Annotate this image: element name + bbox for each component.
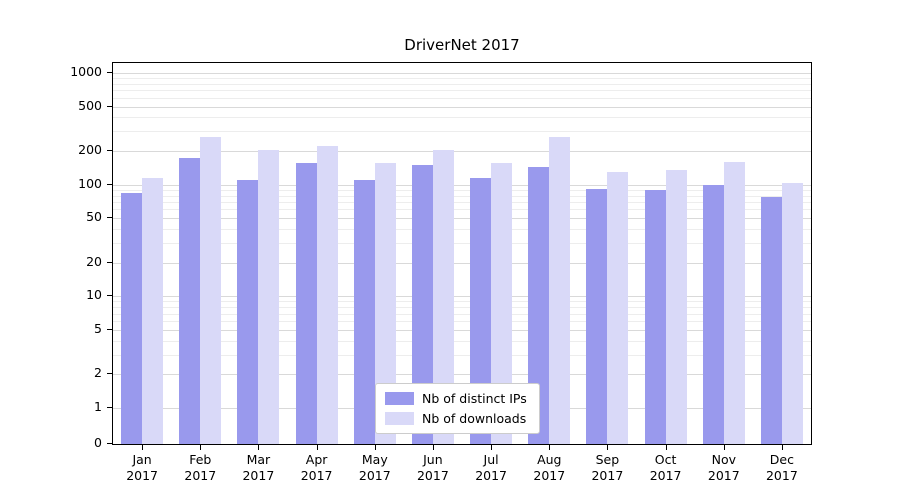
grid-line-major: [113, 106, 811, 108]
x-axis-tick-label: Apr 2017: [300, 452, 333, 484]
bar-downloads: [549, 136, 571, 444]
legend: Nb of distinct IPs Nb of downloads: [375, 383, 540, 434]
legend-item: Nb of distinct IPs: [385, 391, 527, 406]
y-axis-tick-mark: [107, 72, 112, 73]
x-axis-tick-mark: [549, 445, 551, 450]
x-axis-tick-mark: [723, 445, 725, 450]
x-axis-tick-label: Dec 2017: [765, 452, 798, 484]
bar-downloads: [607, 171, 629, 444]
bar-distinct-ips: [702, 184, 724, 444]
grid-line-minor: [113, 131, 811, 133]
bar-downloads: [258, 149, 280, 444]
grid-line-minor: [113, 117, 811, 119]
x-axis-tick-mark: [258, 445, 260, 450]
grid-line-minor: [113, 78, 811, 80]
x-axis-tick-mark: [374, 445, 376, 450]
y-axis-tick-label: 10: [86, 287, 102, 303]
y-axis-tick-mark: [107, 328, 112, 330]
x-axis-tick-mark: [607, 445, 609, 450]
x-axis-tick-label: May 2017: [358, 452, 391, 484]
x-axis-tick-mark: [491, 445, 493, 450]
grid-line-minor: [113, 90, 811, 92]
bar-distinct-ips: [353, 180, 375, 444]
grid-line-major: [113, 73, 811, 74]
y-axis-tick-label: 0: [94, 435, 102, 450]
x-axis-tick-label: Sep 2017: [591, 452, 624, 484]
y-axis-tick-mark: [107, 295, 112, 297]
bar-distinct-ips: [470, 177, 492, 444]
y-axis-tick-mark: [107, 150, 112, 152]
y-axis-tick-mark: [107, 261, 112, 263]
chart-title: DriverNet 2017: [404, 36, 520, 54]
x-axis-tick-label: Jul 2017: [475, 452, 507, 484]
bar-downloads: [374, 163, 396, 444]
bar-downloads: [723, 161, 745, 444]
y-axis-tick-mark: [107, 373, 112, 375]
bar-downloads: [316, 146, 338, 444]
x-axis-tick-mark: [316, 445, 318, 450]
x-axis-tick-label: Jan 2017: [126, 452, 158, 484]
bar-distinct-ips: [295, 163, 317, 444]
bar-downloads: [781, 183, 803, 444]
legend-swatch: [385, 412, 414, 425]
bar-downloads: [200, 137, 222, 444]
x-axis-tick-mark: [432, 445, 434, 450]
bar-distinct-ips: [760, 196, 782, 444]
legend-label: Nb of downloads: [422, 411, 527, 426]
bar-distinct-ips: [644, 189, 666, 444]
y-axis-tick-mark: [107, 443, 112, 444]
bar-distinct-ips: [528, 166, 550, 444]
bar-distinct-ips: [411, 165, 433, 444]
x-axis-tick-label: Mar 2017: [242, 452, 275, 484]
bar-distinct-ips: [121, 192, 143, 444]
legend-item: Nb of downloads: [385, 411, 527, 426]
y-axis-tick-label: 1: [94, 399, 102, 414]
x-axis-tick-mark: [781, 445, 783, 450]
y-axis-tick-label: 1000: [70, 64, 102, 79]
bar-downloads: [432, 149, 454, 444]
x-axis-tick-mark: [142, 445, 144, 450]
bar-distinct-ips: [237, 180, 259, 444]
y-axis-tick-label: 20: [86, 253, 102, 269]
bar-downloads: [142, 177, 164, 444]
x-axis-tick-label: Jun 2017: [416, 452, 449, 484]
y-axis-tick-label: 5: [94, 320, 102, 336]
plot-area: Nb of distinct IPs Nb of downloads: [112, 62, 812, 445]
y-axis-tick-label: 500: [78, 97, 102, 113]
y-axis-tick-label: 100: [78, 175, 102, 191]
legend-swatch: [385, 392, 414, 405]
y-axis-tick-mark: [107, 105, 112, 107]
y-axis-tick-mark: [107, 183, 112, 185]
bar-downloads: [491, 163, 513, 444]
bar-downloads: [665, 170, 687, 444]
x-axis-tick-label: Oct 2017: [649, 452, 682, 484]
x-axis-tick-label: Nov 2017: [707, 452, 740, 484]
x-axis-tick-mark: [665, 445, 667, 450]
y-axis-tick-label: 2: [94, 365, 102, 381]
y-axis-tick-label: 200: [78, 142, 102, 158]
x-axis-tick-label: Feb 2017: [184, 452, 217, 484]
grid-line-minor: [113, 83, 811, 85]
y-axis-tick-mark: [107, 217, 112, 219]
bar-distinct-ips: [179, 157, 201, 444]
legend-label: Nb of distinct IPs: [422, 391, 527, 406]
grid-line-minor: [113, 97, 811, 99]
bar-distinct-ips: [586, 188, 608, 444]
y-axis-tick-label: 50: [86, 209, 102, 225]
x-axis-tick-label: Aug 2017: [533, 452, 566, 484]
y-axis-tick-mark: [107, 407, 112, 408]
x-axis-tick-mark: [200, 445, 202, 450]
